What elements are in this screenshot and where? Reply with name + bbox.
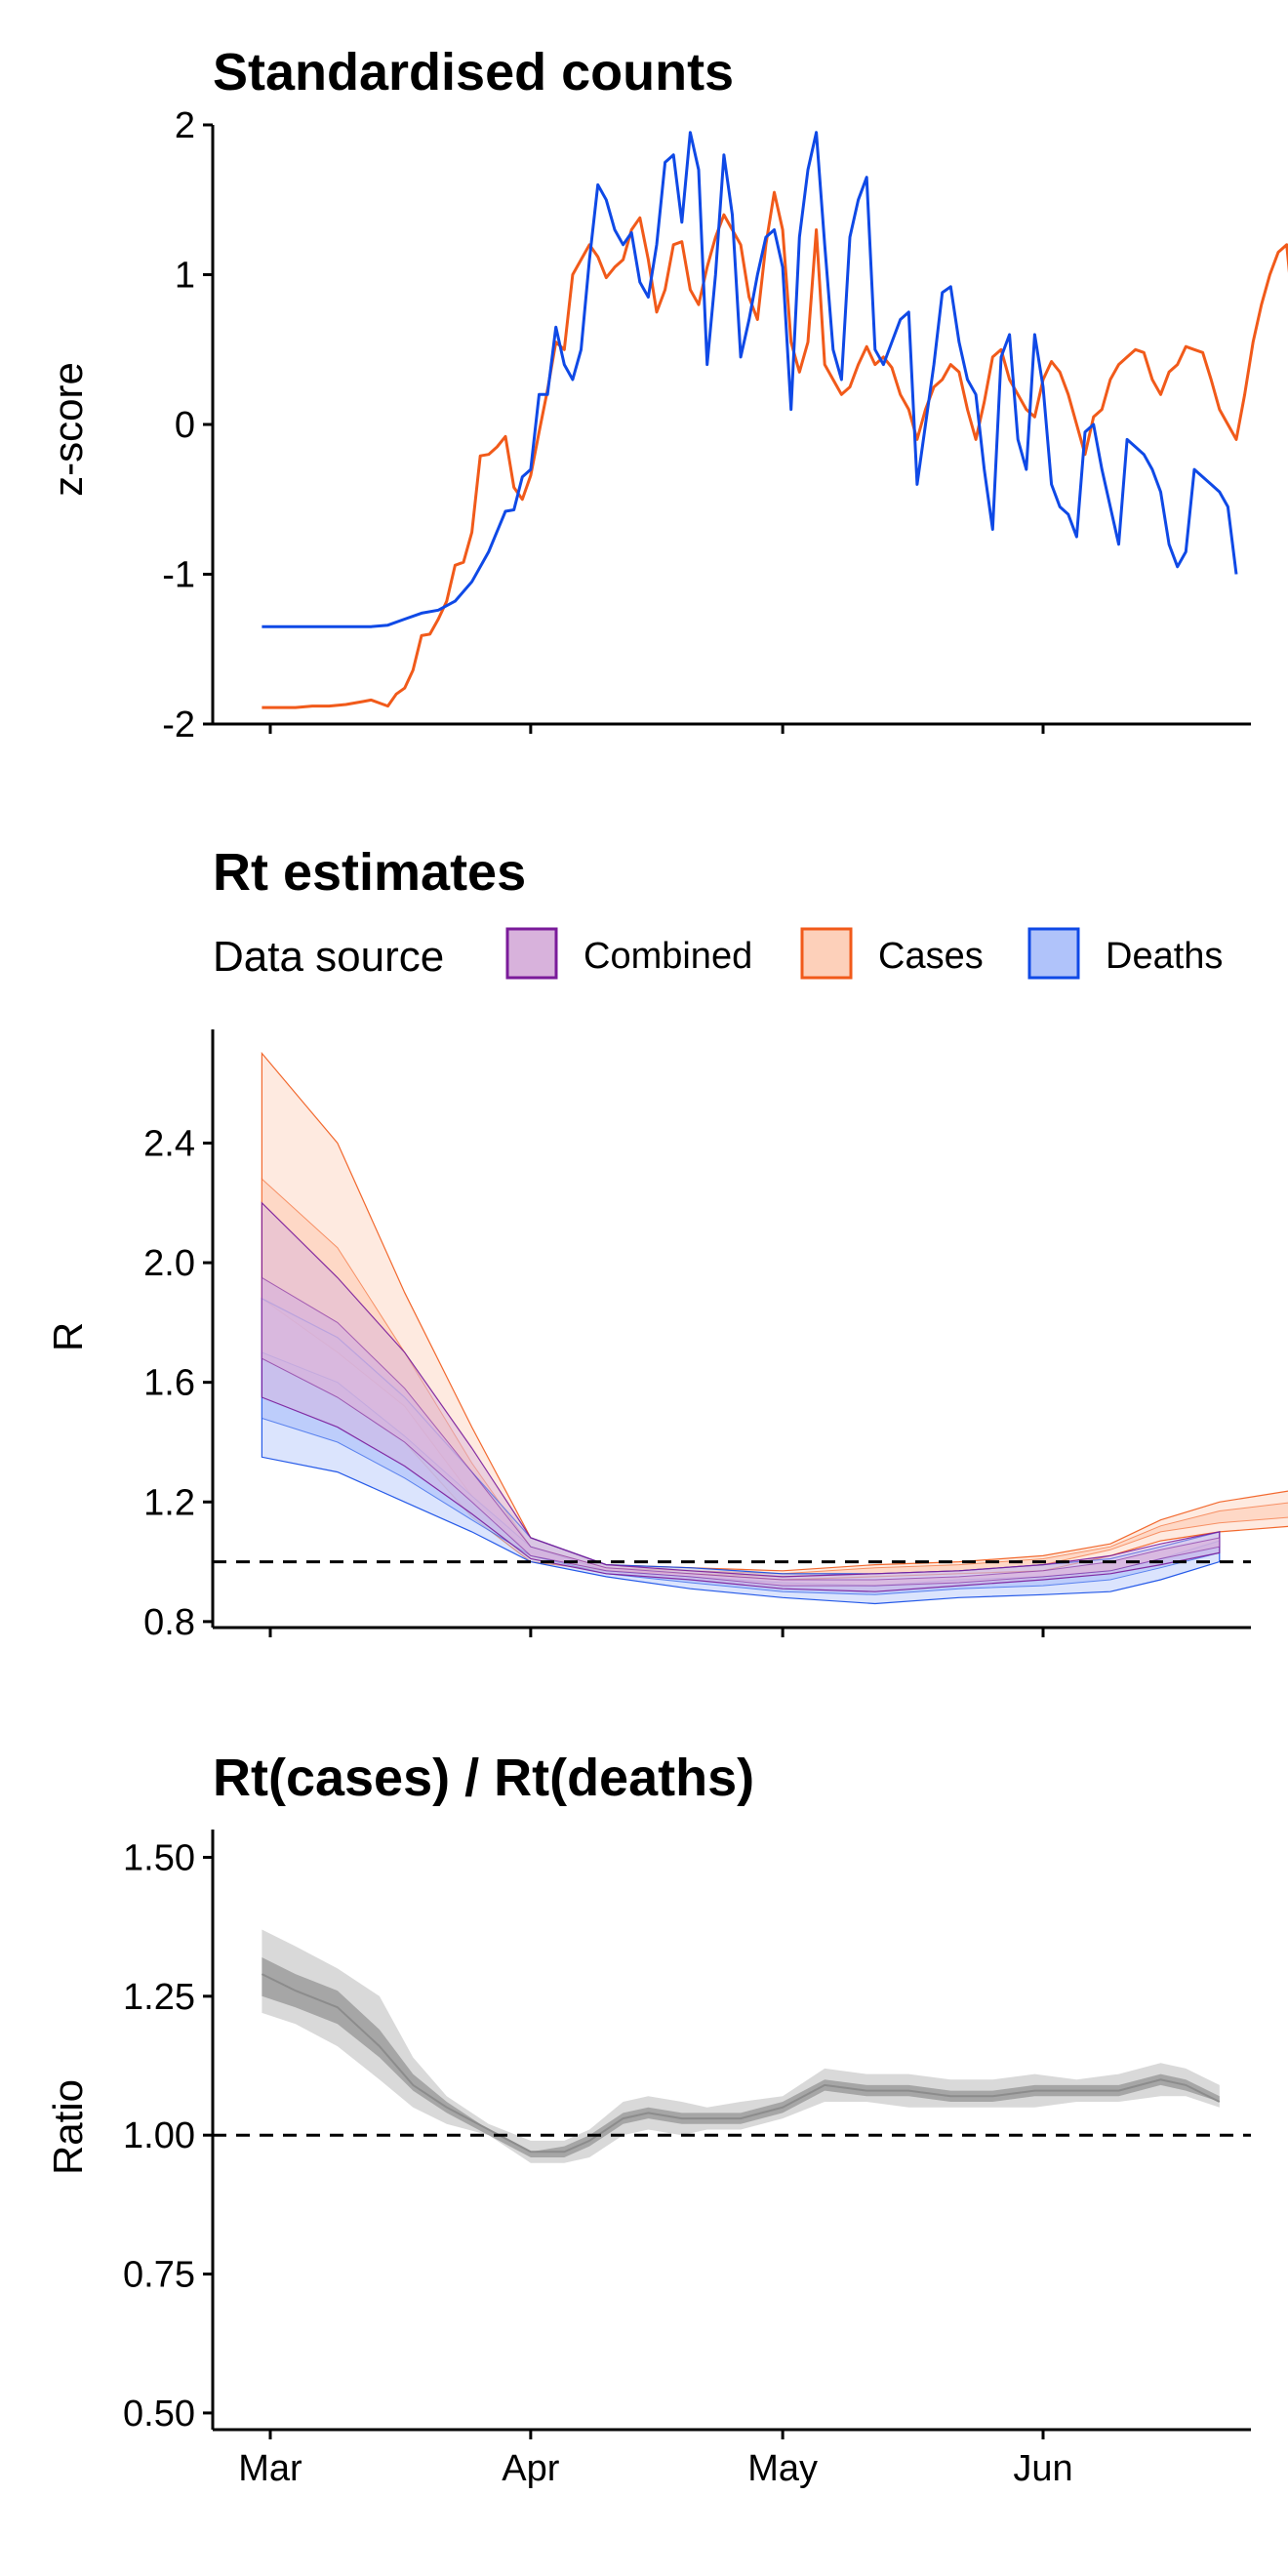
- legend-swatch-combined: [505, 927, 558, 980]
- x-tick-label: May: [747, 2448, 818, 2489]
- y-tick-label: 2.4: [143, 1123, 195, 1164]
- panel-title: Rt(cases) / Rt(deaths): [213, 1749, 754, 1807]
- y-tick-label: 1.25: [123, 1977, 195, 2018]
- y-tick-label: 1: [175, 256, 195, 297]
- y-tick-label: 0.75: [123, 2255, 195, 2296]
- y-tick-label: -1: [162, 555, 195, 596]
- x-tick-label: Apr: [502, 2448, 559, 2489]
- legend-label-combined: Combined: [584, 936, 752, 977]
- legend-swatch-cases: [800, 927, 853, 980]
- plot-area: 2 1 0 -1 -2: [162, 105, 1288, 745]
- panel-rt-estimates: Rt estimates Data source Combined Cases De…: [45, 843, 1288, 1643]
- y-axis-label: R: [45, 1322, 91, 1351]
- y-axis-label: Ratio: [45, 2079, 91, 2175]
- y-tick-label: 2: [175, 105, 195, 146]
- ratio-band-inner: [262, 1957, 1220, 2157]
- y-tick-label: 1.00: [123, 2115, 195, 2156]
- y-tick-label: 0.50: [123, 2394, 195, 2435]
- series-line-cases: [262, 190, 1288, 709]
- legend-items: Combined Cases Deaths: [505, 927, 1223, 980]
- legend-label-cases: Cases: [878, 936, 984, 977]
- legend-label-deaths: Deaths: [1106, 936, 1223, 977]
- y-tick-label: 2.0: [143, 1243, 195, 1284]
- legend-swatch-deaths: [1027, 927, 1080, 980]
- legend: Data source Combined Cases Deaths: [213, 927, 1223, 981]
- plot-area: 1.50 1.25 1.00 0.75 0.50 Mar Apr May Jun: [123, 1830, 1251, 2489]
- series-line-deaths: [262, 131, 1238, 628]
- y-tick-label: 1.50: [123, 1837, 195, 1878]
- legend-title: Data source: [213, 933, 444, 981]
- band-outer-combined: [261, 1201, 1221, 1592]
- panel-title: Standardised counts: [213, 43, 734, 101]
- panel-ratio: Rt(cases) / Rt(deaths) Ratio 1.50 1.25 1.0…: [45, 1749, 1251, 2489]
- band-inner-combined: [261, 1276, 1221, 1587]
- y-tick-label: 1.6: [143, 1363, 195, 1404]
- plot-area: 2.4 2.0 1.6 1.2 0.8: [143, 1029, 1288, 1643]
- y-tick-label: 1.2: [143, 1482, 195, 1523]
- panel-standardised-counts: Standardised counts z-score 2 1 0 -1 -2: [45, 43, 1288, 745]
- panel-title: Rt estimates: [213, 843, 526, 902]
- x-tick-label: Jun: [1013, 2448, 1072, 2489]
- ratio-band-outer: [262, 1929, 1220, 2163]
- y-tick-label: -2: [162, 704, 195, 745]
- y-axis-label: z-score: [45, 362, 91, 497]
- y-tick-label: 0.8: [143, 1602, 195, 1643]
- x-tick-label: Mar: [238, 2448, 302, 2489]
- y-tick-label: 0: [175, 405, 195, 446]
- ratio-median-line: [261, 1973, 1221, 2153]
